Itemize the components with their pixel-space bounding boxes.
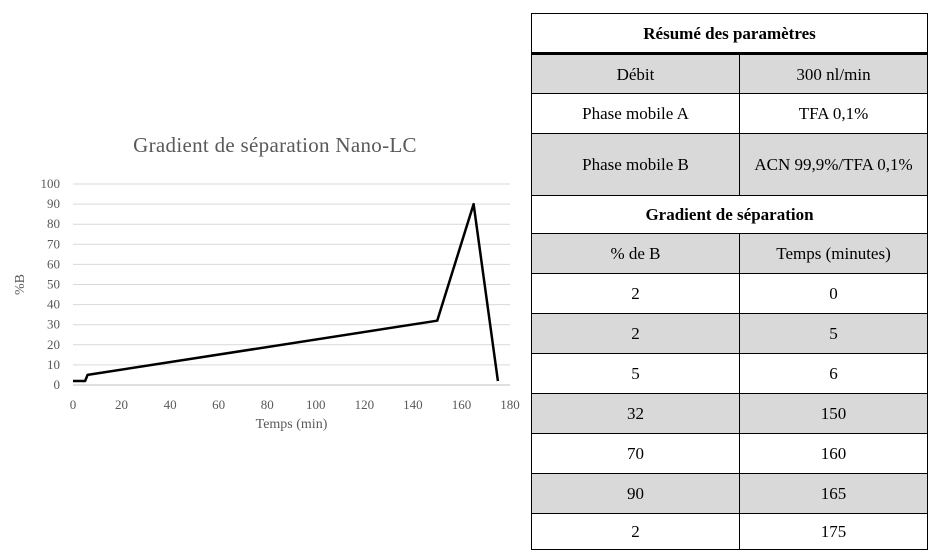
gradient-header-b: % de B bbox=[531, 233, 740, 274]
y-tick-label: 10 bbox=[47, 357, 60, 372]
y-tick-label: 50 bbox=[47, 277, 60, 292]
x-tick-label: 40 bbox=[164, 397, 177, 412]
x-tick-label: 160 bbox=[452, 397, 472, 412]
y-tick-label: 70 bbox=[47, 236, 60, 251]
gradient-time-value: 160 bbox=[738, 433, 929, 474]
gradient-b-value: 70 bbox=[531, 433, 740, 474]
gradient-b-value: 32 bbox=[531, 393, 740, 434]
gradient-title-row: Gradient de séparation bbox=[530, 195, 929, 234]
gradient-b-value: 5 bbox=[531, 353, 740, 394]
y-tick-label: 80 bbox=[47, 216, 60, 231]
y-axis-label: %B bbox=[13, 274, 28, 295]
x-axis-label: Temps (min) bbox=[256, 417, 328, 432]
gradient-time-value: 6 bbox=[738, 353, 929, 394]
x-tick-label: 20 bbox=[115, 397, 128, 412]
gradient-header-time: Temps (minutes) bbox=[738, 233, 929, 274]
gradient-row: 2 0 bbox=[531, 273, 929, 314]
gradient-time-value: 0 bbox=[738, 273, 929, 314]
gradient-row: 90 165 bbox=[531, 473, 929, 514]
param-label: Débit bbox=[531, 53, 740, 94]
gradient-title: Gradient de séparation bbox=[530, 195, 929, 234]
y-tick-label: 20 bbox=[47, 337, 60, 352]
x-tick-label: 80 bbox=[261, 397, 274, 412]
gradient-time-value: 175 bbox=[738, 513, 929, 550]
gradient-time-value: 150 bbox=[738, 393, 929, 434]
y-tick-label: 60 bbox=[47, 256, 60, 271]
gradient-header-row: % de B Temps (minutes) bbox=[531, 233, 929, 274]
series-line bbox=[73, 202, 500, 383]
param-label: Phase mobile B bbox=[531, 133, 740, 196]
param-value: TFA 0,1% bbox=[738, 93, 929, 134]
x-tick-label: 100 bbox=[306, 397, 326, 412]
param-value: ACN 99,9%/TFA 0,1% bbox=[738, 133, 929, 196]
x-tick-label: 0 bbox=[70, 397, 77, 412]
gradient-b-value: 90 bbox=[531, 473, 740, 514]
summary-title: Résumé des paramètres bbox=[530, 13, 929, 55]
x-tick-label: 180 bbox=[500, 397, 520, 412]
chart-title: Gradient de séparation Nano-LC bbox=[133, 133, 417, 157]
param-row: Phase mobile B ACN 99,9%/TFA 0,1% bbox=[531, 133, 929, 196]
x-tick-label: 60 bbox=[212, 397, 225, 412]
param-value: 300 nl/min bbox=[738, 53, 929, 94]
param-label: Phase mobile A bbox=[531, 93, 740, 134]
summary-title-row: Résumé des paramètres bbox=[530, 13, 929, 55]
gradient-row: 5 6 bbox=[531, 353, 929, 394]
gradient-row: 2 175 bbox=[531, 513, 929, 550]
gradient-b-value: 2 bbox=[531, 273, 740, 314]
chart-area: Gradient de séparation Nano-LC 0 10 20 30 40… bbox=[13, 133, 520, 432]
gradient-b-value: 2 bbox=[531, 513, 740, 550]
gradient-row: 2 5 bbox=[531, 313, 929, 354]
chart-svg: 0 10 20 30 40 50 60 70 80 90 100 0 20 40 60 80 100 120 140… bbox=[13, 176, 520, 432]
y-tick-label: 90 bbox=[47, 196, 60, 211]
parameters-table: Résumé des paramètres Débit 300 nl/min P… bbox=[530, 13, 929, 550]
gradient-row: 32 150 bbox=[531, 393, 929, 434]
gradient-row: 70 160 bbox=[531, 433, 929, 474]
y-tick-label: 100 bbox=[41, 176, 61, 191]
y-tick-label: 40 bbox=[47, 297, 60, 312]
x-tick-label: 120 bbox=[355, 397, 375, 412]
x-tick-label: 140 bbox=[403, 397, 423, 412]
gradient-time-value: 5 bbox=[738, 313, 929, 354]
y-tick-label: 30 bbox=[47, 317, 60, 332]
param-row: Phase mobile A TFA 0,1% bbox=[531, 93, 929, 134]
gradient-time-value: 165 bbox=[738, 473, 929, 514]
y-tick-label: 0 bbox=[54, 377, 61, 392]
gradient-b-value: 2 bbox=[531, 313, 740, 354]
param-row: Débit 300 nl/min bbox=[531, 53, 929, 94]
